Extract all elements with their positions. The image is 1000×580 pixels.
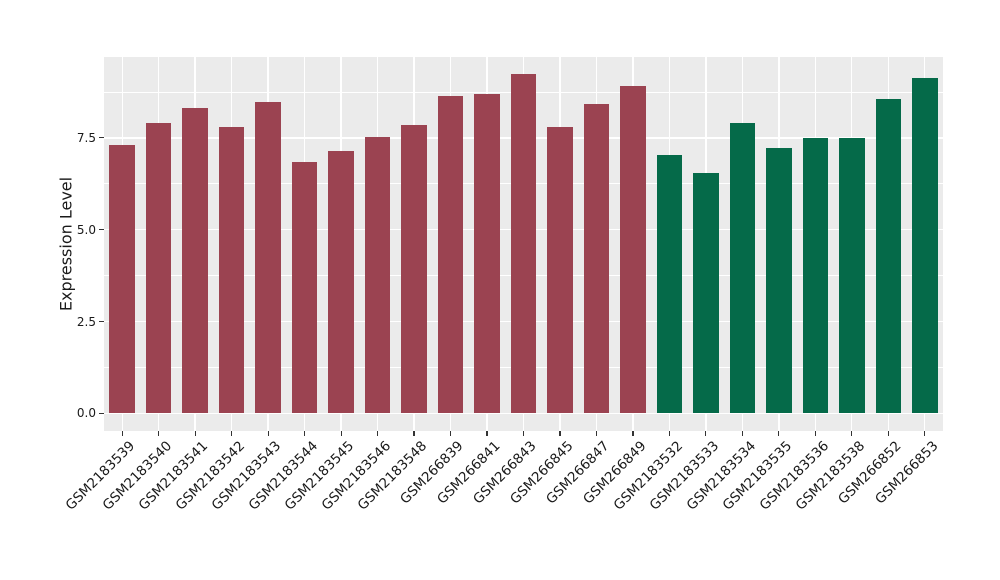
x-tick	[741, 431, 743, 436]
x-tick	[413, 431, 415, 436]
bar-GSM2183544	[291, 162, 318, 414]
bar-GSM266839	[437, 96, 464, 414]
x-tick	[340, 431, 342, 436]
x-tick	[632, 431, 634, 436]
y-tick	[98, 137, 104, 139]
bar-GSM2183541	[182, 108, 208, 414]
x-tick	[887, 431, 889, 436]
bar-GSM266845	[547, 127, 573, 414]
x-tick	[668, 431, 670, 436]
bar-GSM266853	[911, 77, 938, 414]
y-tick-label: 7.5	[76, 130, 96, 145]
x-tick	[121, 431, 123, 436]
x-tick	[851, 431, 853, 436]
bar-GSM2183539	[109, 145, 135, 414]
x-tick	[705, 431, 707, 436]
x-tick	[194, 431, 196, 436]
y-tick	[98, 229, 104, 231]
bar-GSM2183535	[766, 147, 792, 414]
bar-GSM266847	[583, 103, 610, 414]
y-tick-label: 5.0	[76, 222, 96, 237]
bar-GSM2183543	[255, 101, 281, 414]
bar-GSM2183548	[401, 124, 427, 414]
bar-GSM2183538	[839, 137, 865, 414]
bar-GSM2183545	[328, 151, 354, 414]
x-tick	[814, 431, 816, 436]
x-tick	[778, 431, 780, 436]
x-tick	[924, 431, 926, 436]
x-tick	[449, 431, 452, 436]
bar-GSM266843	[510, 74, 537, 414]
x-tick	[486, 431, 488, 436]
bar-GSM2183533	[693, 173, 719, 414]
x-tick	[522, 431, 525, 436]
bar-GSM2183540	[145, 122, 172, 414]
bar-GSM266852	[875, 98, 902, 414]
bar-GSM2183534	[729, 123, 756, 414]
x-tick	[376, 431, 379, 436]
y-tick-label: 2.5	[76, 314, 96, 329]
bar-GSM266849	[620, 85, 646, 414]
y-tick	[98, 320, 104, 323]
bar-GSM2183542	[218, 126, 245, 414]
plot-panel	[104, 57, 943, 431]
bar-GSM2183532	[656, 155, 683, 414]
x-tick	[158, 431, 160, 436]
y-axis-title: Expression Level	[56, 176, 76, 312]
y-tick	[98, 412, 104, 414]
bar-GSM2183546	[364, 136, 391, 414]
bar-GSM266841	[474, 93, 500, 414]
x-tick	[559, 431, 561, 436]
bar-GSM2183536	[802, 137, 829, 414]
x-tick	[267, 431, 269, 436]
y-tick-label: 0.0	[76, 406, 96, 421]
x-tick	[304, 431, 306, 436]
x-tick	[231, 431, 233, 436]
x-tick	[595, 431, 598, 436]
